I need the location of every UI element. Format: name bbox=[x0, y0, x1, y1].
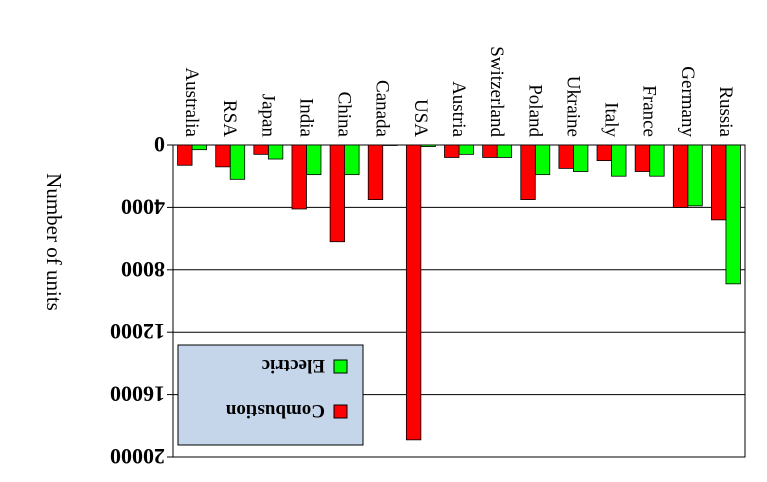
bar-electric-france bbox=[649, 144, 665, 177]
bar-electric-poland bbox=[534, 144, 551, 176]
bar-electric-germany bbox=[687, 144, 703, 207]
bar-combustion-russia bbox=[711, 144, 727, 221]
y-tick-label: 20000 bbox=[110, 444, 165, 469]
bar-combustion-italy bbox=[596, 144, 612, 162]
x-tick-label: Canada bbox=[372, 80, 393, 138]
legend-label-combustion: Combustion bbox=[225, 400, 325, 421]
x-tick-label: Switzerland bbox=[486, 46, 507, 137]
y-tick-label: 16000 bbox=[110, 382, 165, 407]
x-tick-label: Italy bbox=[601, 102, 622, 137]
y-tick-label: 0 bbox=[154, 132, 165, 157]
bar-combustion-austria bbox=[444, 144, 460, 158]
bar-combustion-china bbox=[329, 144, 346, 243]
x-tick-label: China bbox=[334, 92, 355, 138]
bar-electric-italy bbox=[611, 144, 627, 177]
bar-electric-rsa bbox=[229, 144, 246, 180]
bar-electric-switzerland bbox=[496, 144, 513, 158]
x-tick-label: Russia bbox=[715, 86, 736, 137]
x-tick-label: USA bbox=[410, 99, 431, 137]
x-tick-label: France bbox=[639, 85, 660, 137]
bar-combustion-rsa bbox=[215, 144, 231, 168]
x-tick-label: Austria bbox=[448, 81, 469, 138]
y-tick-label: 8000 bbox=[121, 257, 165, 282]
x-tick-label: Germany bbox=[677, 66, 698, 137]
bar-electric-india bbox=[306, 144, 322, 176]
bar-electric-china bbox=[344, 144, 360, 176]
x-tick-label: Australia bbox=[181, 67, 202, 137]
bar-combustion-usa bbox=[405, 144, 422, 441]
bar-combustion-france bbox=[634, 144, 651, 172]
x-tick-label: RSA bbox=[219, 100, 240, 137]
legend-label-electric: Electric bbox=[262, 355, 325, 376]
x-tick-label: India bbox=[295, 98, 316, 138]
bar-electric-austria bbox=[458, 144, 474, 155]
bar-combustion-poland bbox=[520, 144, 536, 201]
legend: Combustion Electric bbox=[177, 344, 364, 446]
y-tick-label: 12000 bbox=[110, 319, 165, 344]
bar-electric-usa bbox=[420, 144, 436, 147]
bar-electric-japan bbox=[267, 144, 284, 160]
legend-box bbox=[177, 344, 364, 446]
legend-swatch-electric bbox=[333, 359, 348, 374]
x-tick-label: Japan bbox=[257, 94, 278, 138]
x-tick-label: Ukraine bbox=[562, 76, 583, 137]
bar-electric-russia bbox=[725, 144, 741, 285]
legend-swatch-combustion bbox=[333, 404, 348, 419]
bar-combustion-germany bbox=[672, 144, 689, 208]
x-tick-label: Poland bbox=[524, 84, 545, 137]
bar-combustion-ukraine bbox=[558, 144, 574, 169]
bar-electric-canada bbox=[382, 144, 398, 146]
bar-combustion-australia bbox=[177, 144, 193, 166]
bar-combustion-india bbox=[291, 144, 307, 210]
y-tick-label: 4000 bbox=[121, 194, 165, 219]
bar-combustion-switzerland bbox=[482, 144, 498, 158]
bar-electric-ukraine bbox=[572, 144, 589, 172]
y-axis-title: Number of units bbox=[42, 173, 66, 311]
bar-combustion-japan bbox=[253, 144, 269, 155]
bar-electric-australia bbox=[191, 144, 207, 151]
bar-combustion-canada bbox=[367, 144, 384, 201]
